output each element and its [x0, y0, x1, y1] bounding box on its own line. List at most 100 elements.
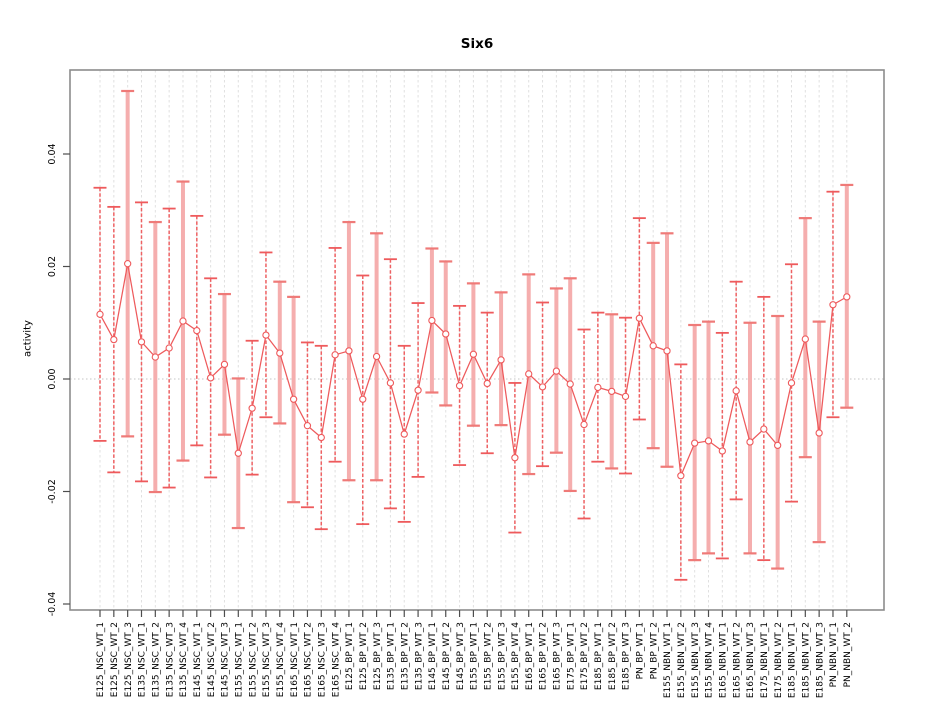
- x-tick-label: E125_NSC_WT_1: [96, 622, 106, 697]
- x-tick-label: E125_BP_WT_1: [345, 622, 355, 690]
- x-tick-label: E155_BP_WT_1: [470, 622, 480, 690]
- data-point: [718, 447, 726, 455]
- x-tick-label: E165_BP_WT_2: [539, 622, 549, 690]
- y-tick-label: 0.04: [47, 143, 58, 164]
- data-point: [663, 347, 671, 355]
- data-point: [580, 420, 588, 429]
- data-point: [774, 441, 782, 450]
- data-point: [317, 433, 325, 442]
- data-point: [414, 386, 422, 394]
- data-point: [843, 293, 851, 301]
- x-tick-label: E145_BP_WT_1: [428, 622, 438, 690]
- data-point: [635, 314, 644, 322]
- y-tick-label: 0.02: [47, 256, 58, 277]
- x-tick-label: E175_NBN_WT_2: [774, 622, 784, 698]
- data-point: [594, 383, 602, 392]
- data-point: [193, 326, 201, 335]
- x-tick-label: E135_NSC_WT_3: [165, 622, 175, 697]
- x-tick-label: E165_NSC_WT_3: [317, 622, 327, 697]
- data-point: [732, 387, 740, 395]
- x-tick-label: E185_NBN_WT_1: [788, 622, 798, 698]
- data-point: [552, 367, 561, 375]
- data-point: [234, 449, 242, 457]
- data-point: [206, 374, 215, 382]
- data-point: [386, 379, 395, 387]
- data-point: [511, 454, 519, 462]
- data-point: [400, 430, 408, 438]
- data-point: [691, 439, 699, 447]
- data-point: [649, 342, 657, 350]
- data-point: [276, 349, 284, 357]
- x-tick-label: E155_NSC_WT_3: [262, 622, 272, 697]
- x-tick-label: E145_NSC_WT_3: [221, 622, 231, 697]
- data-point: [483, 379, 491, 388]
- data-point: [442, 330, 450, 338]
- x-tick-label: E125_NSC_WT_2: [110, 622, 120, 697]
- data-point: [538, 383, 547, 391]
- x-tick-label: E165_NSC_WT_4: [331, 622, 341, 697]
- x-tick-label: E155_NBN_WT_2: [677, 622, 687, 698]
- x-tick-label: PN_NBN_WT_1: [829, 622, 839, 687]
- data-point: [608, 387, 616, 396]
- x-tick-label: E165_BP_WT_3: [553, 622, 563, 690]
- x-tick-label: E155_NSC_WT_1: [234, 622, 244, 697]
- data-point: [372, 352, 381, 361]
- data-point: [746, 438, 754, 446]
- x-tick-label: E145_NSC_WT_2: [207, 622, 217, 697]
- y-tick-label: -0.02: [47, 479, 58, 504]
- data-point: [815, 429, 823, 437]
- x-tick-label: E185_NBN_WT_2: [802, 622, 812, 698]
- x-tick-label: PN_NBN_WT_2: [843, 622, 853, 687]
- data-point: [787, 379, 796, 387]
- data-point: [345, 347, 353, 355]
- plot-border: [69, 69, 885, 611]
- x-tick-label: PN_BP_WT_2: [649, 622, 659, 679]
- data-point: [248, 404, 256, 412]
- data-point: [96, 310, 104, 318]
- data-point: [137, 338, 146, 346]
- x-tick-label: E135_NSC_WT_2: [152, 622, 162, 697]
- x-tick-label: E155_BP_WT_2: [483, 622, 493, 690]
- x-tick-label: E135_BP_WT_3: [414, 622, 424, 690]
- x-tick-label: E165_NSC_WT_2: [304, 622, 314, 697]
- data-point: [497, 356, 505, 364]
- data-point: [469, 350, 478, 358]
- x-tick-label: E165_NBN_WT_2: [732, 622, 742, 698]
- y-tick-label: 0.00: [47, 368, 58, 389]
- chart-title: Six6: [460, 36, 494, 52]
- x-tick-label: E155_BP_WT_4: [511, 622, 521, 690]
- data-point: [566, 380, 574, 388]
- x-tick-label: E185_BP_WT_2: [608, 622, 618, 690]
- data-point: [455, 382, 464, 390]
- x-tick-label: E135_NSC_WT_4: [179, 622, 189, 697]
- data-point: [151, 353, 159, 361]
- x-tick-label: E185_BP_WT_3: [622, 622, 632, 690]
- data-point: [179, 317, 187, 325]
- x-tick-label: PN_BP_WT_1: [636, 622, 646, 679]
- data-point: [124, 260, 132, 268]
- data-point: [428, 316, 436, 325]
- x-tick-label: E155_NBN_WT_3: [691, 622, 701, 698]
- x-tick-label: E135_NSC_WT_1: [138, 622, 148, 697]
- x-tick-label: E165_NBN_WT_1: [719, 622, 729, 698]
- data-point: [801, 335, 809, 343]
- x-tick-label: E145_NSC_WT_1: [193, 622, 203, 697]
- x-tick-label: E155_NSC_WT_4: [276, 622, 286, 697]
- x-tick-label: E135_BP_WT_1: [387, 622, 397, 690]
- x-tick-label: E175_BP_WT_1: [566, 622, 576, 690]
- x-tick-label: E165_NSC_WT_1: [290, 622, 300, 697]
- x-tick-label: E145_BP_WT_2: [442, 622, 452, 690]
- data-point: [829, 301, 837, 309]
- data-point: [289, 395, 298, 403]
- x-tick-label: E125_BP_WT_3: [373, 622, 383, 690]
- x-tick-label: E125_NSC_WT_3: [124, 622, 134, 697]
- data-point: [262, 331, 270, 339]
- x-tick-label: E185_NBN_WT_3: [815, 622, 825, 698]
- data-point: [165, 344, 173, 352]
- data-point: [704, 437, 713, 445]
- data-point: [359, 395, 367, 403]
- x-tick-label: E125_BP_WT_2: [359, 622, 369, 690]
- data-point: [621, 392, 630, 401]
